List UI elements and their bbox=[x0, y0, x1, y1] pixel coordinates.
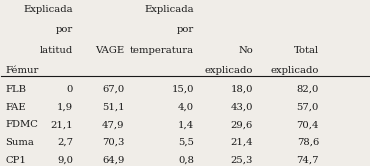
Text: 70,4: 70,4 bbox=[296, 120, 319, 129]
Text: Explicada: Explicada bbox=[23, 5, 73, 14]
Text: 1,9: 1,9 bbox=[57, 103, 73, 112]
Text: 25,3: 25,3 bbox=[231, 156, 253, 165]
Text: CP1: CP1 bbox=[5, 156, 26, 165]
Text: 82,0: 82,0 bbox=[297, 85, 319, 94]
Text: 29,6: 29,6 bbox=[231, 120, 253, 129]
Text: VAGE: VAGE bbox=[95, 46, 124, 55]
Text: 4,0: 4,0 bbox=[178, 103, 194, 112]
Text: FAE: FAE bbox=[5, 103, 26, 112]
Text: explicado: explicado bbox=[271, 66, 319, 75]
Text: Explicada: Explicada bbox=[145, 5, 194, 14]
Text: FDMC: FDMC bbox=[5, 120, 38, 129]
Text: 9,0: 9,0 bbox=[57, 156, 73, 165]
Text: Suma: Suma bbox=[5, 138, 34, 147]
Text: latitud: latitud bbox=[40, 46, 73, 55]
Text: 21,4: 21,4 bbox=[230, 138, 253, 147]
Text: por: por bbox=[56, 25, 73, 34]
Text: 51,1: 51,1 bbox=[102, 103, 124, 112]
Text: 1,4: 1,4 bbox=[178, 120, 194, 129]
Text: 2,7: 2,7 bbox=[57, 138, 73, 147]
Text: 74,7: 74,7 bbox=[296, 156, 319, 165]
Text: 43,0: 43,0 bbox=[231, 103, 253, 112]
Text: FLB: FLB bbox=[5, 85, 26, 94]
Text: 70,3: 70,3 bbox=[102, 138, 124, 147]
Text: Fémur: Fémur bbox=[5, 66, 38, 75]
Text: por: por bbox=[177, 25, 194, 34]
Text: 0,8: 0,8 bbox=[178, 156, 194, 165]
Text: Total: Total bbox=[294, 46, 319, 55]
Text: 47,9: 47,9 bbox=[102, 120, 124, 129]
Text: 78,6: 78,6 bbox=[297, 138, 319, 147]
Text: 64,9: 64,9 bbox=[102, 156, 124, 165]
Text: 5,5: 5,5 bbox=[178, 138, 194, 147]
Text: 21,1: 21,1 bbox=[50, 120, 73, 129]
Text: 0: 0 bbox=[67, 85, 73, 94]
Text: 15,0: 15,0 bbox=[172, 85, 194, 94]
Text: 57,0: 57,0 bbox=[297, 103, 319, 112]
Text: explicado: explicado bbox=[205, 66, 253, 75]
Text: 18,0: 18,0 bbox=[231, 85, 253, 94]
Text: 67,0: 67,0 bbox=[102, 85, 124, 94]
Text: No: No bbox=[238, 46, 253, 55]
Text: temperatura: temperatura bbox=[130, 46, 194, 55]
